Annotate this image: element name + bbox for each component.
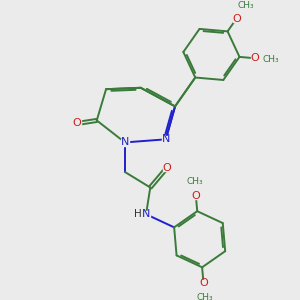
Polygon shape xyxy=(232,16,240,22)
Polygon shape xyxy=(251,55,259,61)
Polygon shape xyxy=(264,56,277,63)
Text: O: O xyxy=(191,191,200,201)
Polygon shape xyxy=(163,165,171,171)
Text: H: H xyxy=(134,209,142,219)
Polygon shape xyxy=(162,136,170,142)
Text: O: O xyxy=(73,118,81,128)
Text: O: O xyxy=(199,278,208,288)
Polygon shape xyxy=(192,193,200,199)
Polygon shape xyxy=(200,280,207,286)
Polygon shape xyxy=(239,3,252,9)
Polygon shape xyxy=(199,294,211,300)
Text: N: N xyxy=(121,137,129,147)
Text: CH₃: CH₃ xyxy=(186,177,203,186)
Text: O: O xyxy=(250,53,259,63)
Text: CH₃: CH₃ xyxy=(196,293,213,300)
Text: CH₃: CH₃ xyxy=(262,55,279,64)
Polygon shape xyxy=(132,211,143,217)
Polygon shape xyxy=(188,178,201,184)
Text: N: N xyxy=(142,209,150,219)
Polygon shape xyxy=(121,139,129,146)
Text: N: N xyxy=(162,134,170,144)
Text: CH₃: CH₃ xyxy=(237,2,254,10)
Polygon shape xyxy=(73,120,81,126)
Polygon shape xyxy=(142,211,150,217)
Text: O: O xyxy=(232,14,241,24)
Text: O: O xyxy=(163,163,171,173)
